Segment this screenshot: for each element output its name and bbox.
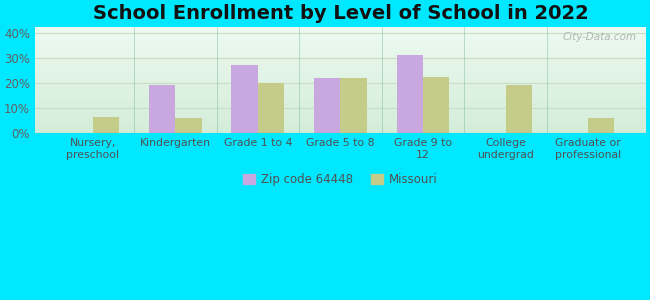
Bar bbox=[176, 118, 202, 133]
Legend: Zip code 64448, Missouri: Zip code 64448, Missouri bbox=[239, 168, 442, 190]
Title: School Enrollment by Level of School in 2022: School Enrollment by Level of School in … bbox=[92, 4, 588, 23]
Bar bbox=[149, 85, 176, 133]
Bar bbox=[396, 55, 423, 133]
Text: City-Data.com: City-Data.com bbox=[562, 32, 636, 42]
Bar bbox=[341, 78, 367, 133]
Bar bbox=[258, 83, 284, 133]
Bar bbox=[423, 76, 449, 133]
Bar bbox=[588, 118, 614, 133]
Bar bbox=[506, 85, 532, 133]
Bar bbox=[231, 65, 258, 133]
Bar bbox=[314, 78, 341, 133]
Bar bbox=[93, 117, 119, 133]
